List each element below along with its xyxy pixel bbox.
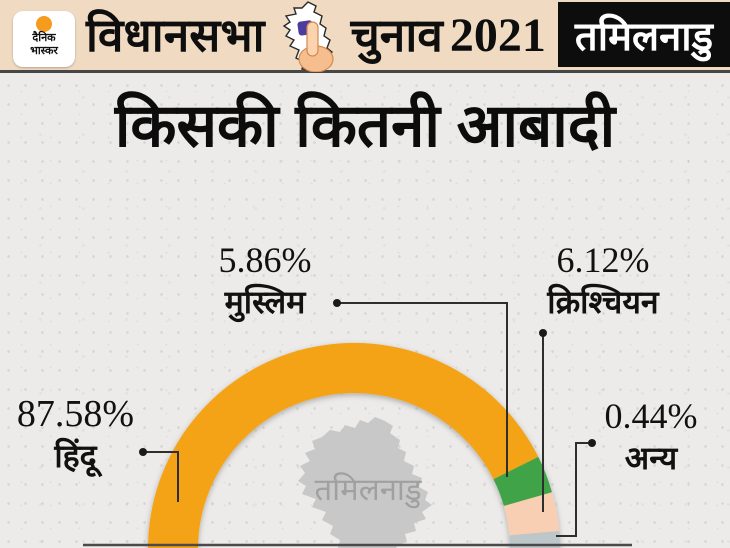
- slice-muslim: [493, 456, 552, 506]
- logo-text-line2: भास्कर: [30, 44, 58, 57]
- leader-dot-christian: [539, 329, 547, 337]
- slice-christian: [503, 492, 560, 536]
- voting-hand-icon: [272, 0, 344, 73]
- other-label: अन्य: [624, 440, 678, 476]
- state-badge: तमिलनाडु: [558, 2, 730, 67]
- muslim-label: मुस्लिम: [224, 284, 306, 320]
- christian-label: क्रिश्चियन: [547, 284, 659, 320]
- leader-line-other: [556, 442, 592, 537]
- logo-text-line1: दैनिक: [32, 32, 56, 44]
- muslim-percent: 5.86%: [218, 240, 312, 280]
- map-watermark-label: तमिलनाडु: [314, 472, 422, 507]
- callout-muslim: 5.86% मुस्लिम: [190, 238, 340, 322]
- state-badge-label: तमिलनाडु: [574, 15, 714, 59]
- brand-logo: दैनिक भास्कर: [13, 11, 75, 67]
- leader-dots: [139, 299, 596, 456]
- christian-percent: 6.12%: [556, 240, 650, 280]
- callout-other: 0.44% अन्य: [578, 394, 724, 478]
- leader-dot-other: [588, 439, 596, 447]
- leader-dot-hindu: [139, 448, 147, 456]
- hindu-percent: 87.58%: [16, 393, 135, 435]
- leader-lines: [143, 302, 592, 537]
- leader-line-muslim: [337, 302, 508, 477]
- tamilnadu-map-watermark: [298, 417, 432, 548]
- leader-line-hindu: [143, 451, 179, 502]
- index-finger: [305, 21, 319, 57]
- slice-hindu: [148, 342, 539, 548]
- leader-dot-muslim: [333, 299, 341, 307]
- sun-icon: [36, 16, 52, 32]
- header-title-mid: चुनाव: [350, 9, 443, 61]
- callout-christian: 6.12% क्रिश्चियन: [483, 238, 723, 322]
- callout-hindu: 87.58% हिंदू: [3, 392, 148, 476]
- hindu-label: हिंदू: [54, 438, 97, 474]
- other-percent: 0.44%: [604, 396, 698, 436]
- header-title-left: विधानसभा: [86, 9, 265, 61]
- page-title: किसकी कितनी आबादी: [114, 92, 616, 159]
- header-title: विधानसभा चुनाव 2021: [86, 0, 556, 73]
- header-bar: दैनिक भास्कर विधानसभा चुनाव 2021 तमिलनाड…: [0, 0, 730, 73]
- header-title-year: 2021: [449, 8, 546, 62]
